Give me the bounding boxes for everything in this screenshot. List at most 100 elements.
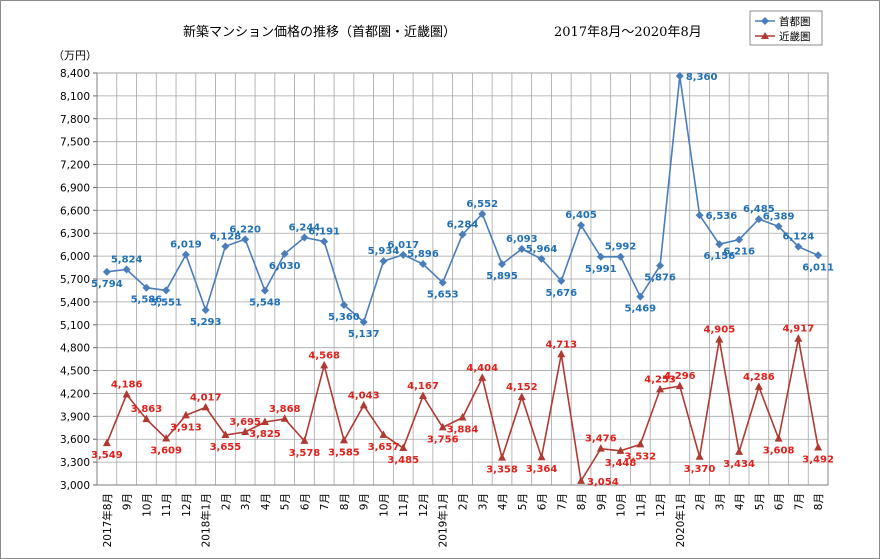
- data-label: 3,608: [763, 446, 795, 457]
- data-label: 3,364: [526, 464, 558, 475]
- x-tick-label: 6月: [299, 493, 311, 510]
- data-point-diamond: [814, 251, 823, 260]
- x-tick-label: 7月: [793, 493, 805, 510]
- y-tick-label: 6,900: [60, 182, 90, 194]
- x-tick-label: 9月: [596, 493, 608, 510]
- data-point-triangle: [260, 417, 269, 426]
- data-point-triangle: [102, 438, 111, 447]
- y-tick-label: 7,500: [60, 137, 90, 149]
- data-point-triangle: [359, 400, 368, 409]
- data-point-diamond: [339, 300, 348, 309]
- data-label: 6,128: [210, 231, 242, 242]
- data-point-diamond: [774, 222, 783, 231]
- data-point-diamond: [359, 317, 368, 326]
- x-tick-label: 11月: [161, 493, 173, 517]
- data-point-diamond: [675, 72, 684, 81]
- data-point-diamond: [399, 250, 408, 259]
- data-point-triangle: [794, 334, 803, 342]
- data-label: 3,434: [723, 459, 755, 470]
- data-point-triangle: [557, 349, 566, 358]
- data-label: 6,284: [447, 219, 479, 230]
- data-point-triangle: [162, 434, 171, 442]
- data-point-diamond: [517, 245, 526, 254]
- data-label: 3,657: [368, 442, 400, 453]
- data-label: 4,017: [190, 392, 222, 403]
- x-tick-label: 8月: [813, 493, 825, 510]
- data-point-triangle: [221, 430, 230, 439]
- x-tick-label: 2019年1月: [437, 493, 450, 547]
- y-tick-label: 3,600: [60, 434, 90, 446]
- data-label: 4,167: [407, 381, 439, 392]
- chart-title: 新築マンション価格の推移（首都圏・近畿圏）: [183, 24, 456, 40]
- y-axis-unit: （万円）: [53, 49, 97, 62]
- data-point-triangle: [241, 427, 250, 435]
- data-point-triangle: [656, 384, 665, 393]
- data-label: 6,216: [723, 247, 755, 258]
- data-point-diamond: [201, 306, 210, 315]
- data-label: 3,054: [587, 477, 619, 488]
- grid-lines: [96, 72, 829, 486]
- data-label: 5,794: [91, 279, 123, 290]
- data-label: 4,404: [466, 363, 498, 374]
- data-point-triangle: [596, 444, 605, 452]
- data-point-triangle: [280, 414, 289, 422]
- data-label: 6,019: [170, 240, 202, 251]
- data-label: 3,532: [624, 451, 656, 462]
- y-tick-label: 7,200: [60, 160, 90, 172]
- x-tick-label: 3月: [240, 493, 252, 510]
- data-label: 5,934: [368, 246, 400, 257]
- x-tick-label: 2月: [220, 493, 232, 510]
- x-tick-label: 7月: [556, 493, 568, 510]
- data-point-triangle: [122, 390, 131, 398]
- x-tick-label: 4月: [260, 493, 272, 510]
- data-label: 6,220: [229, 224, 261, 235]
- x-tick-label: 6月: [537, 493, 549, 510]
- y-tick-label: 7,800: [60, 114, 90, 126]
- data-label: 4,713: [545, 339, 577, 350]
- data-point-triangle: [339, 435, 348, 444]
- data-label: 5,895: [486, 271, 518, 282]
- y-tick-label: 4,200: [60, 388, 90, 400]
- x-tick-label: 12月: [655, 493, 667, 517]
- data-point-diamond: [754, 215, 763, 224]
- y-tick-label: 8,400: [60, 68, 90, 80]
- data-label: 5,360: [328, 312, 360, 323]
- data-label: 4,286: [743, 372, 775, 383]
- data-point-triangle: [774, 434, 783, 442]
- data-label: 5,991: [585, 264, 617, 275]
- data-label: 6,485: [743, 204, 775, 215]
- y-tick-labels: 3,000 3,300 3,600 3,900 4,200 4,500 4,800 5,100…: [60, 68, 90, 492]
- data-label: 6,093: [506, 234, 538, 245]
- legend-marker-triangle: [761, 32, 769, 39]
- data-label: 3,863: [131, 404, 163, 415]
- data-label: 5,137: [348, 329, 380, 340]
- data-point-diamond: [280, 249, 289, 258]
- data-point-triangle: [181, 410, 190, 419]
- data-point-triangle: [636, 439, 645, 448]
- x-tick-label: 5月: [280, 493, 292, 510]
- data-point-diamond: [320, 237, 329, 246]
- data-point-triangle: [458, 413, 467, 421]
- data-point-diamond: [102, 267, 111, 276]
- data-label: 3,476: [585, 434, 617, 445]
- data-point-triangle: [379, 430, 388, 438]
- data-point-diamond: [122, 265, 131, 274]
- x-tick-label: 4月: [497, 493, 509, 510]
- x-tick-label: 9月: [359, 493, 371, 510]
- data-point-diamond: [794, 242, 803, 251]
- data-label: 3,585: [328, 447, 360, 458]
- legend: 首都圏 近畿圏: [749, 10, 823, 46]
- data-label: 6,030: [269, 261, 301, 272]
- x-tick-label: 3月: [714, 493, 726, 510]
- data-point-diamond: [300, 233, 309, 242]
- y-tick-label: 4,800: [60, 343, 90, 355]
- data-point-triangle: [517, 392, 526, 401]
- y-tick-label: 5,400: [60, 297, 90, 309]
- data-point-diamond: [260, 286, 269, 295]
- data-label: 6,244: [289, 222, 321, 233]
- data-label: 3,549: [91, 450, 123, 461]
- data-label: 6,191: [308, 227, 340, 238]
- x-tick-label: 10月: [141, 493, 153, 517]
- data-label: 3,913: [170, 422, 202, 433]
- y-tick-label: 3,000: [60, 480, 90, 492]
